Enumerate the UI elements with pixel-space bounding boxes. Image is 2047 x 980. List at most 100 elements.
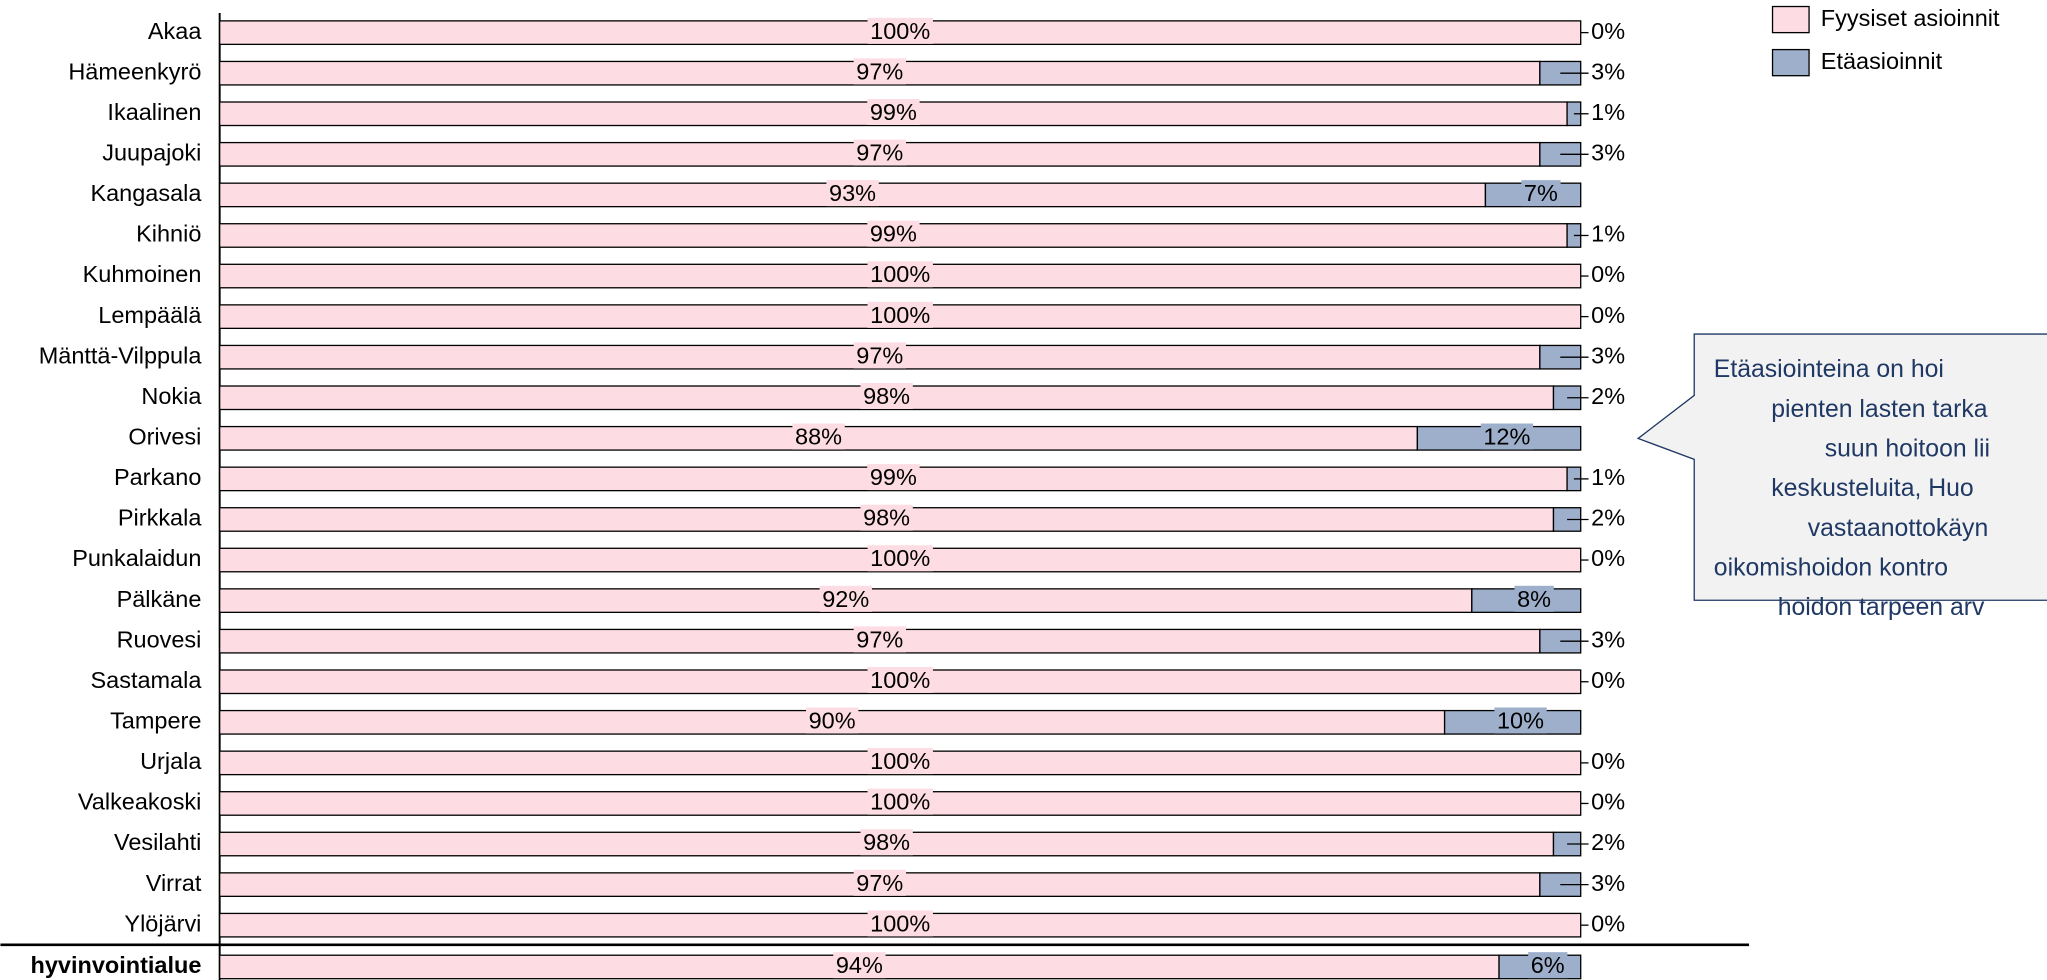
value-label: 97% bbox=[856, 870, 903, 896]
value-label: 100% bbox=[870, 667, 930, 693]
label-bg bbox=[867, 748, 933, 775]
value-label: 1% bbox=[1591, 464, 1625, 490]
annotation-line: hoidon tarpeen arv bbox=[1778, 594, 1985, 621]
y-tick-label: Ikaalinen bbox=[107, 99, 201, 125]
annotation-line: vastaanottokäyn bbox=[1808, 515, 1988, 542]
value-label: 0% bbox=[1591, 302, 1625, 328]
y-tick-label: Kuhmoinen bbox=[83, 261, 202, 287]
y-tick-label: Valkeakoski bbox=[78, 789, 202, 815]
y-tick-label: Orivesi bbox=[128, 424, 201, 450]
y-tick-label: Pirkkala bbox=[118, 505, 202, 531]
label-bg bbox=[860, 504, 913, 531]
annotation-line: Etäasiointeina on hoi bbox=[1714, 356, 1944, 383]
label-bg bbox=[867, 788, 933, 815]
label-bg bbox=[867, 98, 920, 125]
callout-box bbox=[1636, 333, 2047, 601]
y-tick-label: Hämeenkyrö bbox=[68, 58, 201, 84]
value-label: 0% bbox=[1591, 910, 1625, 936]
value-label: 98% bbox=[863, 829, 910, 855]
value-label: 2% bbox=[1591, 829, 1625, 855]
label-bg bbox=[853, 139, 906, 166]
annotation-line: pienten lasten tarka bbox=[1771, 396, 1988, 423]
label-bg bbox=[867, 666, 933, 693]
label-bg bbox=[860, 829, 913, 856]
value-label: 12% bbox=[1483, 424, 1530, 450]
annotation-line: oikomishoidon kontro bbox=[1714, 554, 1948, 581]
y-tick-label: Punkalaidun bbox=[72, 545, 201, 571]
value-label: 99% bbox=[870, 464, 917, 490]
y-tick-label: Akaa bbox=[148, 18, 202, 44]
annotation-line: suun hoitoon lii bbox=[1825, 435, 1990, 462]
label-bg bbox=[853, 626, 906, 653]
value-label: 8% bbox=[1517, 586, 1551, 612]
y-tick-label: Parkano bbox=[114, 464, 201, 490]
y-tick-label: hyvinvointialue bbox=[31, 952, 202, 978]
value-label: 1% bbox=[1591, 221, 1625, 247]
value-label: 2% bbox=[1591, 505, 1625, 531]
value-label: 3% bbox=[1591, 58, 1625, 84]
label-bg bbox=[826, 180, 879, 207]
y-tick-label: Tampere bbox=[110, 708, 201, 734]
label-bg bbox=[853, 58, 906, 85]
value-label: 100% bbox=[870, 545, 930, 571]
label-bg bbox=[1521, 180, 1561, 207]
label-bg bbox=[860, 382, 913, 409]
label-bg bbox=[1514, 585, 1554, 612]
value-label: 3% bbox=[1591, 870, 1625, 896]
label-bg bbox=[1480, 423, 1534, 450]
y-tick-label: Pälkäne bbox=[117, 586, 202, 612]
value-label: 90% bbox=[809, 708, 856, 734]
value-label: 98% bbox=[863, 383, 910, 409]
value-label: 3% bbox=[1591, 342, 1625, 368]
label-bg bbox=[1528, 952, 1568, 979]
label-bg bbox=[1494, 707, 1547, 734]
value-label: 0% bbox=[1591, 545, 1625, 571]
value-label: 0% bbox=[1591, 748, 1625, 774]
legend-swatch bbox=[1771, 5, 1810, 34]
label-bg bbox=[867, 545, 933, 572]
label-bg bbox=[853, 342, 906, 369]
y-tick-label: Kihniö bbox=[136, 221, 201, 247]
value-label: 100% bbox=[870, 789, 930, 815]
value-label: 98% bbox=[863, 505, 910, 531]
value-label: 0% bbox=[1591, 667, 1625, 693]
value-label: 97% bbox=[856, 626, 903, 652]
value-label: 3% bbox=[1591, 626, 1625, 652]
y-tick-label: Virrat bbox=[146, 870, 202, 896]
value-label: 6% bbox=[1531, 952, 1565, 978]
value-label: 88% bbox=[795, 424, 842, 450]
value-label: 92% bbox=[822, 586, 869, 612]
legend-label: Fyysiset asioinnit bbox=[1821, 5, 2000, 31]
y-tick-label: Nokia bbox=[141, 383, 202, 409]
y-tick-label: Vesilahti bbox=[114, 829, 201, 855]
y-tick-label: Ruovesi bbox=[117, 626, 202, 652]
value-label: 2% bbox=[1591, 383, 1625, 409]
label-bg bbox=[806, 707, 859, 734]
label-bg bbox=[819, 585, 872, 612]
value-label: 100% bbox=[870, 302, 930, 328]
label-bg bbox=[853, 869, 906, 896]
value-label: 97% bbox=[856, 58, 903, 84]
y-tick-label: Urjala bbox=[140, 748, 202, 774]
value-label: 1% bbox=[1591, 99, 1625, 125]
value-label: 0% bbox=[1591, 18, 1625, 44]
label-bg bbox=[833, 952, 886, 979]
y-tick-label: Mänttä-Vilppula bbox=[39, 342, 203, 368]
value-label: 99% bbox=[870, 221, 917, 247]
y-tick-label: Lempäälä bbox=[98, 302, 202, 328]
value-label: 10% bbox=[1497, 708, 1544, 734]
y-tick-label: Ylöjärvi bbox=[124, 910, 201, 936]
legend-label: Etäasioinnit bbox=[1821, 48, 1943, 74]
y-tick-label: Juupajoki bbox=[102, 140, 201, 166]
y-tick-label: Kangasala bbox=[90, 180, 202, 206]
value-label: 7% bbox=[1524, 180, 1558, 206]
label-bg bbox=[867, 220, 920, 247]
annotation-line: keskusteluita, Huo bbox=[1771, 475, 1974, 502]
value-label: 0% bbox=[1591, 261, 1625, 287]
value-label: 99% bbox=[870, 99, 917, 125]
label-bg bbox=[867, 261, 933, 288]
value-label: 97% bbox=[856, 342, 903, 368]
label-bg bbox=[867, 910, 933, 937]
